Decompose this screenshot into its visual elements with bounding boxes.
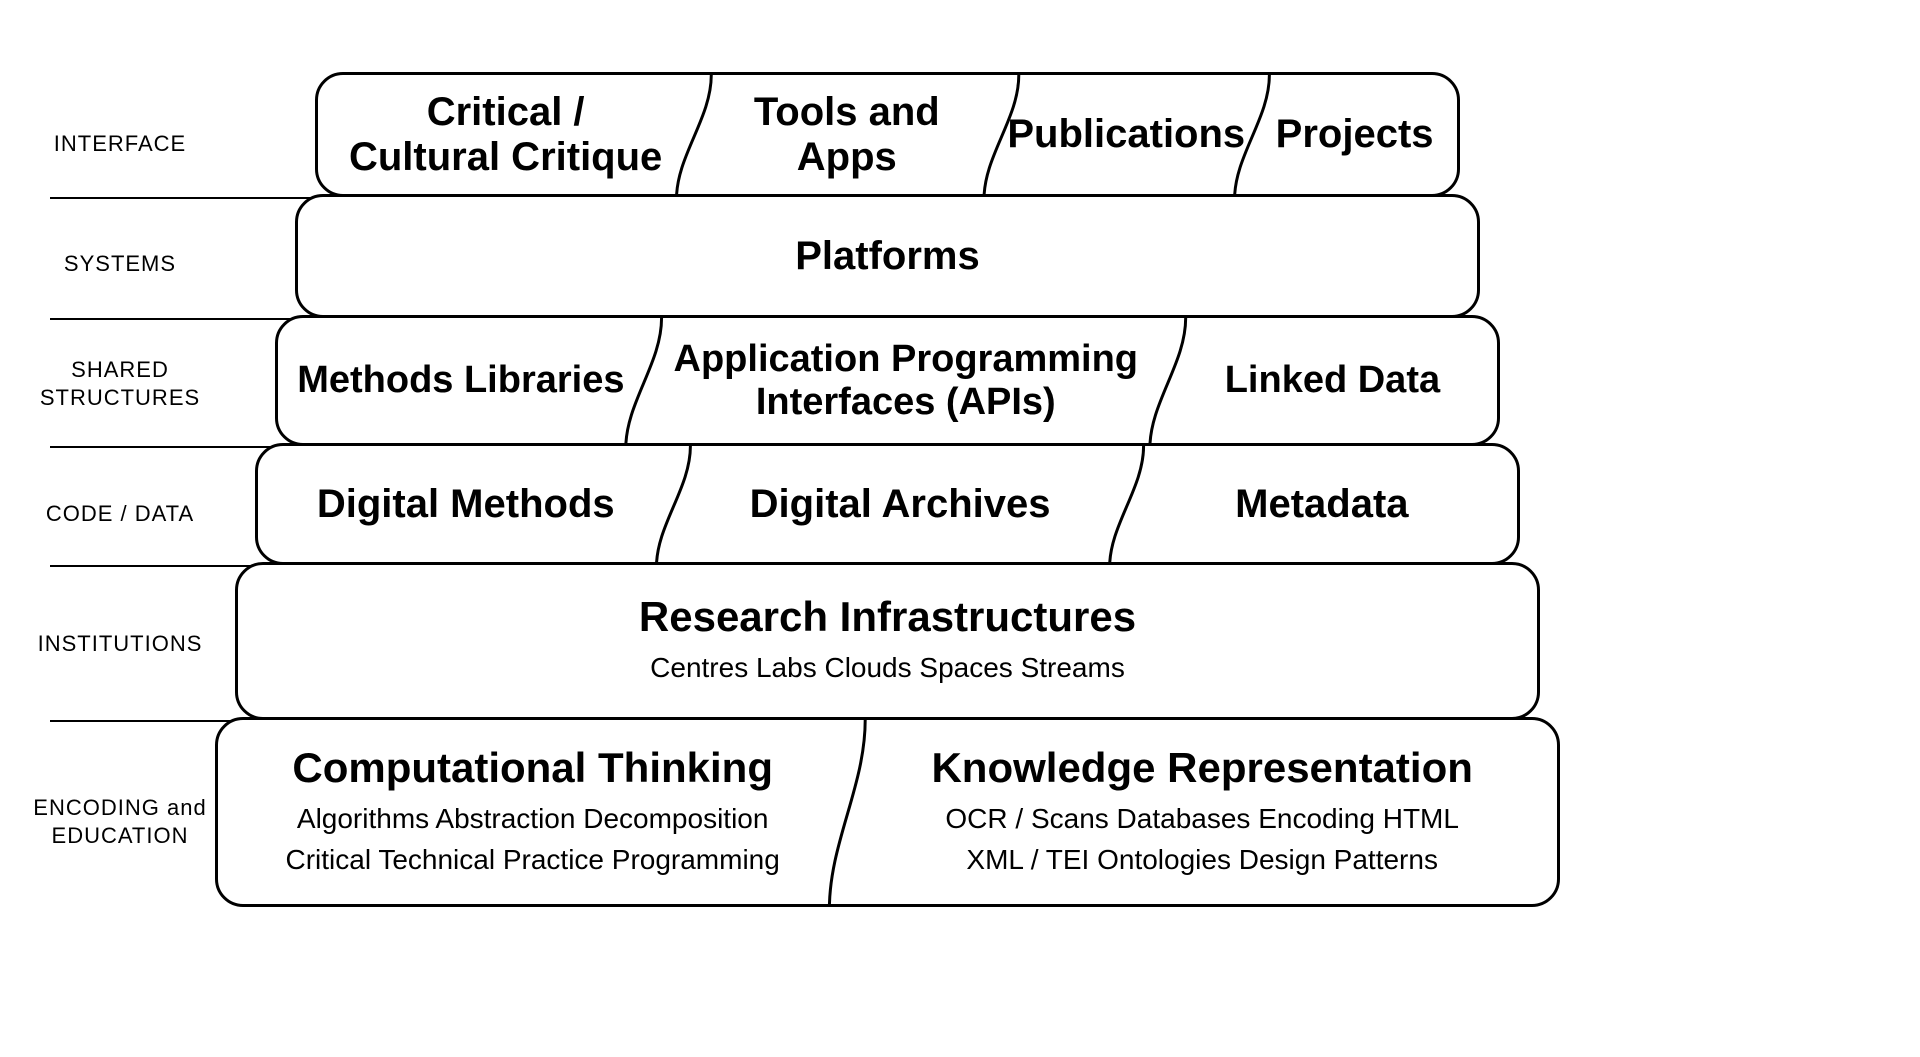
cell-codedata-0: Digital Methods [258,446,673,562]
cell-title-encoding-1: Knowledge Representation [931,744,1472,791]
row-label-shared: SHARED STRUCTURES [0,356,240,411]
cell-systems-0: Platforms [298,197,1477,315]
row-divider-shared [50,446,275,448]
row-label-systems: SYSTEMS [0,250,240,278]
row-divider-interface [50,197,315,199]
cell-title-institutions-0: Research Infrastructures [639,593,1136,640]
cell-title-shared-0: Methods Libraries [297,359,624,402]
row-label-interface: INTERFACE [0,130,240,158]
cell-title-encoding-0: Computational Thinking [292,744,773,791]
cell-institutions-0: Research Infrastructures Centres Labs Clo… [238,565,1537,717]
cell-sub-institutions-0: Centres Labs Clouds Spaces Streams [650,648,1125,689]
row-label-codedata: CODE / DATA [0,500,240,528]
layer-interface: Critical / Cultural Critique Tools and Ap… [315,72,1460,197]
cell-title-shared-1: Application Programming Interfaces (APIs… [674,338,1138,423]
row-divider-codedata [50,565,255,567]
cell-shared-0: Methods Libraries [278,318,644,443]
row-label-encoding: ENCODING and EDUCATION [0,794,240,849]
row-label-institutions: INSTITUTIONS [0,630,240,658]
cell-title-codedata-0: Digital Methods [317,482,615,527]
cell-title-interface-1: Tools and Apps [711,90,982,180]
cell-title-shared-2: Linked Data [1225,359,1440,402]
cell-interface-3: Projects [1252,75,1457,194]
cell-codedata-1: Digital Archives [673,446,1126,562]
cell-title-codedata-2: Metadata [1235,482,1408,527]
row-divider-systems [50,318,295,320]
cell-title-systems-0: Platforms [795,234,980,279]
cell-sub-encoding-0: Algorithms Abstraction Decomposition Cri… [286,799,780,880]
layer-codedata: Digital Methods Digital Archives Metadata [255,443,1520,565]
cell-title-interface-3: Projects [1276,112,1434,157]
cell-encoding-1: Knowledge Representation OCR / Scans Data… [847,720,1557,904]
cell-title-interface-0: Critical / Cultural Critique [349,90,662,180]
diagram-canvas: Computational Thinking Algorithms Abstrac… [0,0,1920,1057]
cell-shared-2: Linked Data [1168,318,1497,443]
layer-shared: Methods Libraries Application Programming… [275,315,1500,446]
cell-interface-0: Critical / Cultural Critique [318,75,693,194]
cell-shared-1: Application Programming Interfaces (APIs… [644,318,1168,443]
cell-sub-encoding-1: OCR / Scans Databases Encoding HTML XML … [945,799,1459,880]
layer-encoding: Computational Thinking Algorithms Abstrac… [215,717,1560,907]
cell-interface-2: Publications [1000,75,1252,194]
layer-systems: Platforms [295,194,1480,318]
row-divider-institutions [50,720,235,722]
cell-title-interface-2: Publications [1007,112,1245,157]
layer-institutions: Research Infrastructures Centres Labs Clo… [235,562,1540,720]
cell-title-codedata-1: Digital Archives [750,482,1051,527]
cell-encoding-0: Computational Thinking Algorithms Abstrac… [218,720,847,904]
cell-codedata-2: Metadata [1127,446,1517,562]
cell-interface-1: Tools and Apps [693,75,1000,194]
